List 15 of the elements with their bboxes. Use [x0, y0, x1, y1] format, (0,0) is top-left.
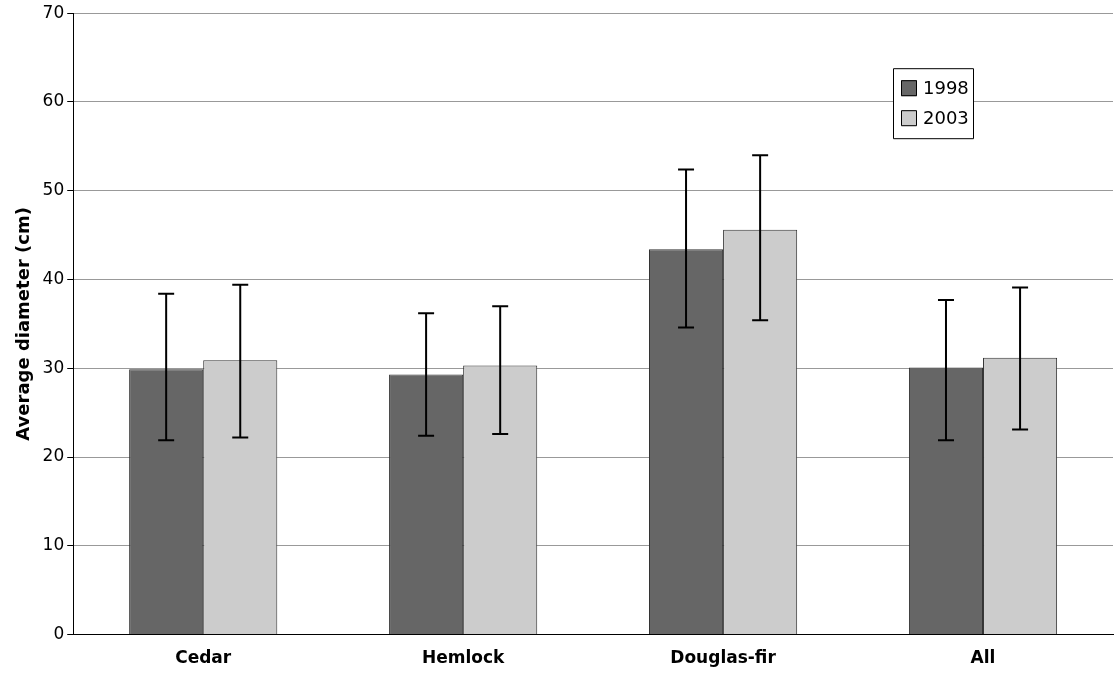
y-tick-label: 30	[42, 356, 65, 377]
y-tick-label: 20	[42, 445, 65, 466]
y-tick-label: 40	[42, 267, 65, 288]
legend-label: 2003	[923, 106, 969, 128]
x-tick-label: Cedar	[175, 647, 232, 668]
x-tick-label: Hemlock	[421, 647, 506, 668]
y-tick-label: 10	[42, 534, 65, 555]
x-tick-label: All	[970, 647, 996, 668]
legend-label: 1998	[923, 76, 969, 98]
y-tick-label: 60	[42, 90, 65, 111]
x-tick-label: Douglas-fir	[670, 647, 777, 668]
y-tick-label: 50	[42, 179, 65, 200]
y-axis-title: Average diameter (cm)	[12, 207, 34, 441]
y-tick-label: 0	[53, 623, 65, 644]
y-tick-label: 70	[42, 1, 65, 22]
